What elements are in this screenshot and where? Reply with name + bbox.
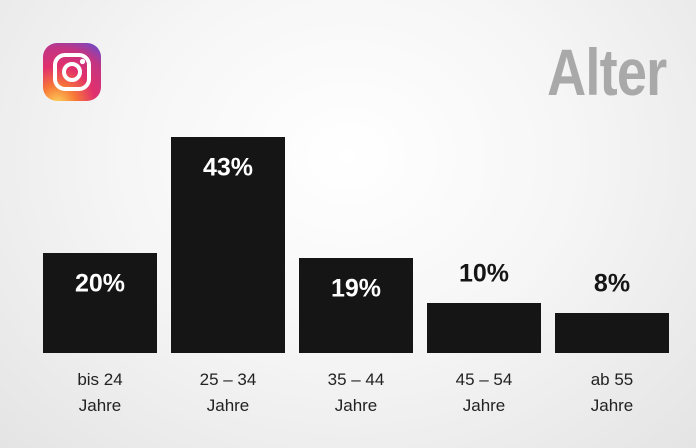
value-label: 8%: [593, 269, 631, 298]
bar: [43, 252, 157, 353]
x-tick-label: 45 – 54 Jahre: [455, 370, 513, 415]
value-label: 43%: [202, 153, 254, 182]
value-label: 10%: [458, 259, 510, 288]
value-label: 20%: [74, 269, 126, 298]
bar: [171, 137, 285, 353]
bar: [555, 312, 669, 353]
bar: [427, 302, 541, 353]
x-tick-label: bis 24 Jahre: [77, 370, 123, 415]
instagram-logo: [43, 43, 101, 101]
x-tick-label: 35 – 44 Jahre: [327, 370, 385, 415]
value-label: 19%: [330, 274, 382, 303]
chart-title: Alter: [546, 35, 667, 109]
bar: [299, 257, 413, 353]
x-tick-label: ab 55 Jahre: [590, 370, 634, 415]
x-tick-label: 25 – 34 Jahre: [199, 370, 257, 415]
